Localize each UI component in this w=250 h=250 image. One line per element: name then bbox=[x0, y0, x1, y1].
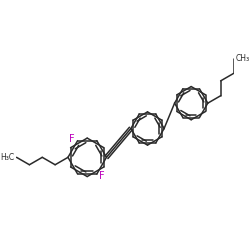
Text: CH₃: CH₃ bbox=[235, 54, 250, 63]
Text: F: F bbox=[69, 134, 75, 144]
Text: H₃C: H₃C bbox=[1, 153, 15, 162]
Text: F: F bbox=[100, 171, 105, 181]
